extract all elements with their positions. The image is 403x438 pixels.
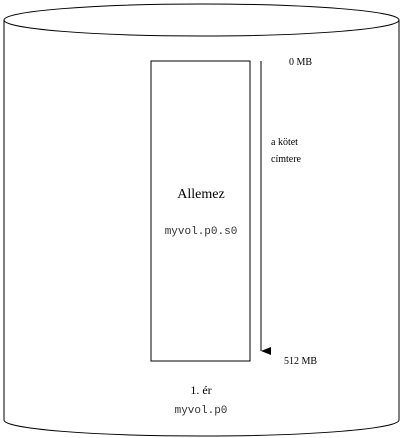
slice-rectangle — [150, 60, 251, 362]
disk-title: 1. ér — [190, 383, 211, 397]
slice-title: Allemez — [177, 187, 224, 202]
scale-bottom-label: 512 MB — [284, 356, 317, 367]
slice-name: myvol.p0.s0 — [165, 226, 238, 238]
cylinder-bottom-arc — [3, 419, 400, 437]
arrow-caption-line1: a kötet — [271, 137, 298, 148]
arrow-caption-line2: címtere — [271, 154, 302, 165]
disk-cylinder — [3, 3, 400, 437]
disk-name: myvol.p0 — [175, 405, 228, 417]
cylinder-top-ellipse — [3, 3, 400, 37]
scale-top-label: 0 MB — [289, 57, 312, 68]
